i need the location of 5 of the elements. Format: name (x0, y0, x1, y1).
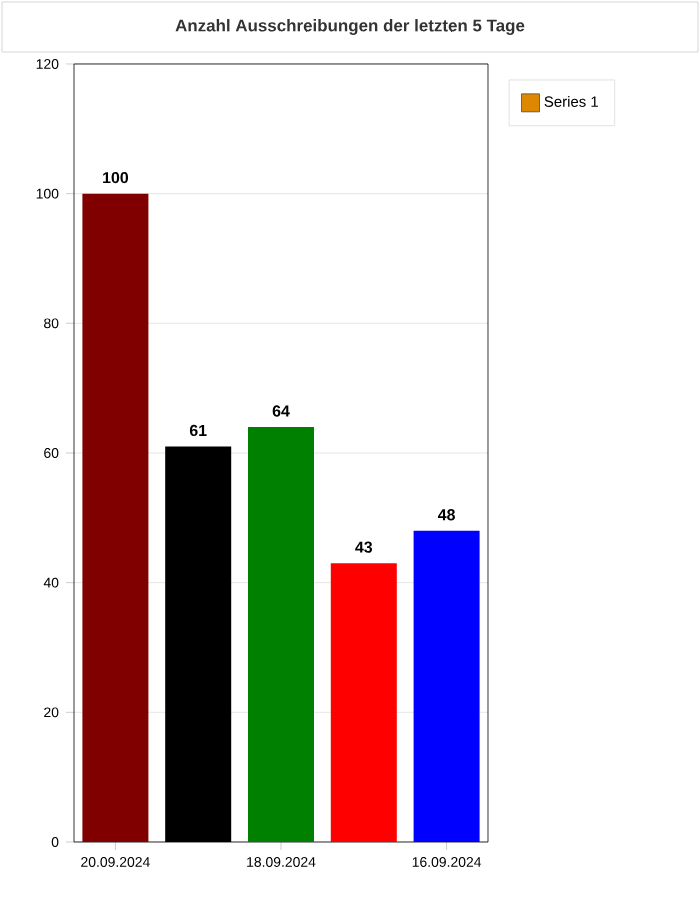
bar (248, 427, 314, 842)
bar (413, 530, 480, 842)
bar (330, 563, 397, 842)
chart-title: Anzahl Ausschreibungen der letzten 5 Tage (175, 19, 525, 35)
bar (82, 193, 149, 842)
